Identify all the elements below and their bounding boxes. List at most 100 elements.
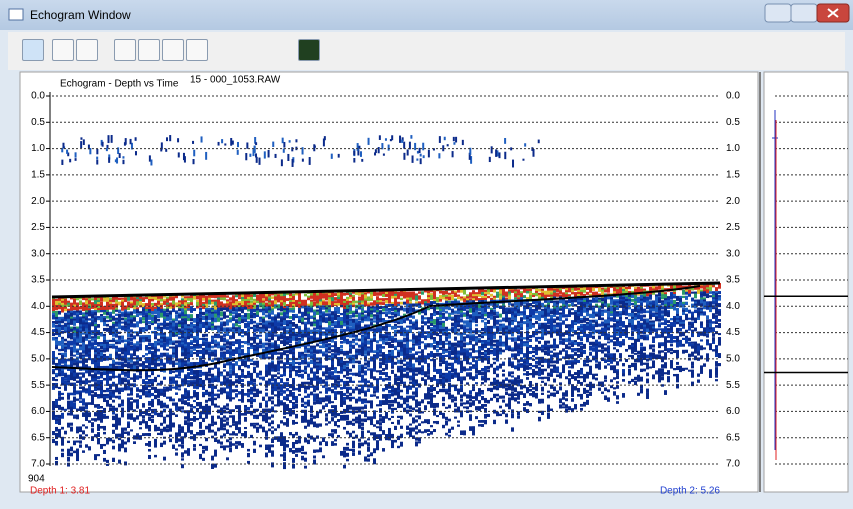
echo-sample	[220, 441, 223, 444]
echo-sample	[229, 433, 232, 435]
echo-sample	[280, 336, 283, 339]
echo-sample	[238, 431, 241, 433]
echo-sample	[196, 396, 199, 400]
echo-sample	[370, 298, 373, 300]
echo-sample	[73, 313, 76, 316]
echo-sample	[298, 356, 301, 358]
echo-sample	[184, 378, 187, 382]
echo-sample	[115, 384, 118, 389]
echo-sample	[358, 317, 361, 321]
echo-sample	[169, 343, 172, 345]
echo-sample	[259, 391, 262, 394]
echo-sample	[391, 422, 394, 424]
echo-sample	[106, 396, 109, 399]
echo-sample	[163, 387, 166, 389]
echo-sample	[427, 377, 430, 380]
echo-sample	[235, 295, 238, 297]
echo-sample	[307, 442, 310, 444]
echo-sample	[301, 416, 304, 420]
echo-sample	[121, 352, 124, 355]
echo-sample	[79, 306, 82, 309]
echo-sample	[355, 337, 358, 341]
echo-sample	[142, 419, 145, 423]
echo-sample	[214, 328, 217, 330]
echo-sample	[367, 380, 370, 383]
echo-sample	[370, 314, 373, 317]
echo-sample	[382, 326, 385, 331]
echo-sample	[241, 413, 244, 416]
echo-sample	[292, 392, 295, 396]
echo-sample	[385, 364, 388, 366]
echo-sample	[91, 418, 94, 421]
echo-sample	[163, 347, 166, 351]
echo-sample	[250, 373, 253, 377]
echo-sample	[76, 456, 79, 461]
echo-sample	[343, 375, 346, 378]
echo-sample	[382, 340, 385, 344]
echo-sample	[367, 454, 370, 457]
echo-sample	[181, 428, 184, 433]
echo-sample	[286, 422, 289, 427]
echo-sample	[307, 434, 310, 438]
echo-sample	[133, 377, 136, 382]
echo-sample	[403, 402, 406, 404]
echo-sample	[52, 337, 55, 341]
echo-sample	[262, 397, 265, 401]
echo-sample	[358, 451, 361, 455]
echo-sample	[76, 302, 79, 304]
echo-sample	[292, 310, 295, 313]
echo-sample	[430, 359, 433, 361]
echo-sample	[238, 441, 241, 445]
echo-sample	[418, 401, 421, 406]
echo-sample	[316, 387, 319, 390]
echo-sample	[124, 431, 127, 433]
echo-sample	[331, 405, 334, 408]
echo-sample	[70, 323, 73, 325]
echo-sample	[304, 396, 307, 398]
echo-sample	[163, 429, 166, 432]
echo-sample	[265, 389, 268, 391]
echo-sample	[280, 366, 283, 368]
echo-sample	[76, 430, 79, 433]
echo-sample	[211, 402, 214, 406]
echo-sample	[301, 456, 304, 458]
echo-sample	[70, 453, 73, 457]
echo-sample	[103, 334, 106, 336]
echo-sample	[439, 389, 442, 392]
echo-sample	[406, 354, 409, 356]
echo-sample	[58, 353, 61, 355]
echo-sample	[394, 340, 397, 343]
echo-sample	[148, 449, 151, 452]
echo-sample	[91, 360, 94, 364]
echo-sample	[271, 414, 274, 417]
echo-sample	[52, 439, 55, 443]
echo-sample	[148, 407, 151, 411]
echo-sample	[430, 307, 433, 309]
echo-sample	[145, 365, 148, 368]
echo-sample	[157, 327, 160, 329]
echo-sample	[433, 313, 436, 316]
echo-sample	[331, 297, 334, 301]
echo-sample	[334, 317, 337, 320]
echo-sample	[439, 375, 442, 378]
echo-sample	[304, 414, 307, 419]
echo-sample	[235, 349, 238, 354]
echo-sample	[238, 321, 241, 324]
echo-sample	[343, 365, 346, 367]
echo-sample	[184, 302, 187, 304]
echo-sample	[94, 404, 97, 408]
echo-sample	[73, 417, 76, 419]
echo-sample	[352, 347, 355, 349]
echo-sample	[280, 436, 283, 441]
echo-sample	[250, 321, 253, 324]
echo-sample	[439, 295, 442, 299]
echo-sample	[265, 433, 268, 437]
echo-sample	[73, 333, 76, 337]
echo-sample	[115, 396, 118, 399]
echo-sample	[400, 342, 403, 347]
echo-sample	[277, 424, 280, 428]
echo-sample	[367, 348, 370, 350]
echo-sample	[271, 426, 274, 428]
echo-sample	[229, 373, 232, 378]
echo-sample	[298, 316, 301, 320]
